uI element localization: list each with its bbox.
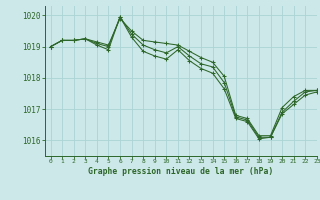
X-axis label: Graphe pression niveau de la mer (hPa): Graphe pression niveau de la mer (hPa): [88, 167, 273, 176]
